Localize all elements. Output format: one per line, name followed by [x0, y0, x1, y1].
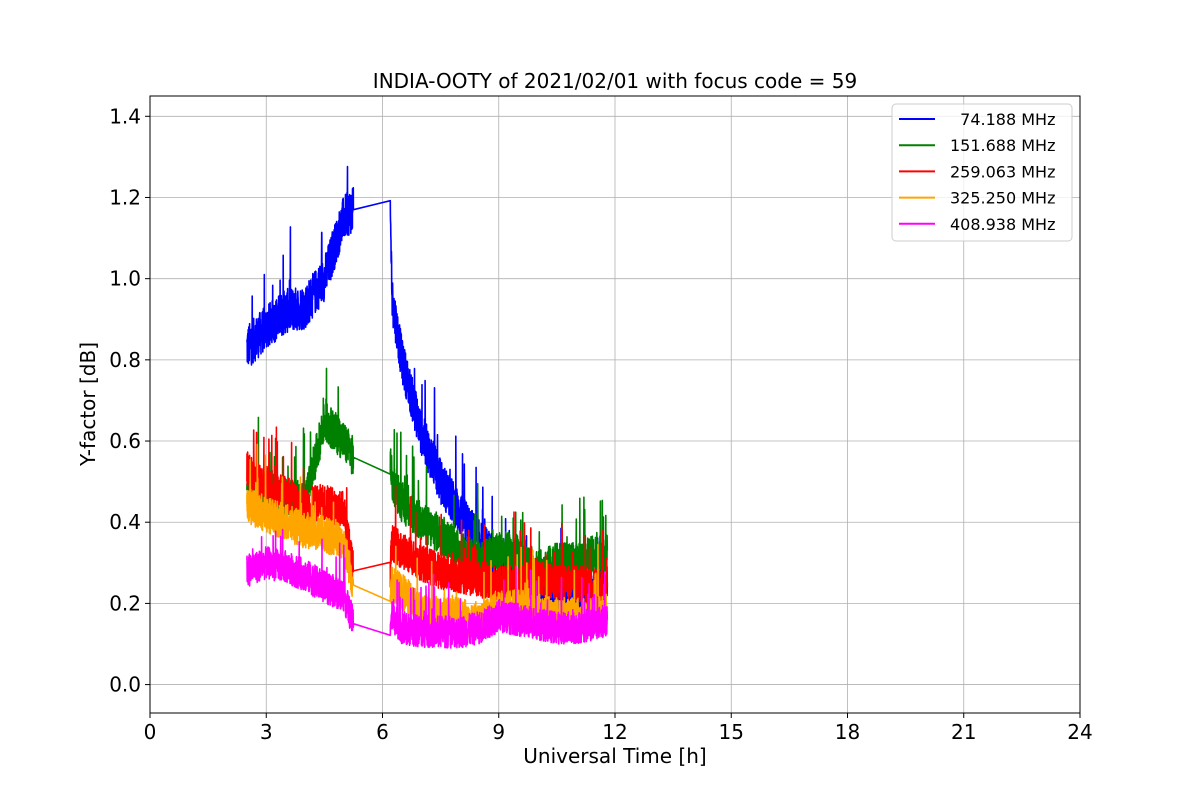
y-tick-label: 0.8: [109, 348, 141, 372]
y-axis-label: Y-factor [dB]: [76, 342, 100, 467]
chart-title: INDIA-OOTY of 2021/02/01 with focus code…: [373, 69, 857, 93]
y-tick-label: 0.6: [109, 429, 141, 453]
x-axis-label: Universal Time [h]: [523, 744, 706, 768]
legend-box: [891, 103, 1073, 242]
x-tick-label: 6: [376, 720, 389, 744]
legend-label-3: 325.250 MHz: [950, 189, 1055, 208]
legend-label-4: 408.938 MHz: [950, 215, 1055, 234]
x-axis: 0 3 6 9 12 15 18 21 24: [144, 713, 1093, 744]
x-tick-label: 3: [260, 720, 273, 744]
x-tick-label: 24: [1067, 720, 1092, 744]
x-tick-label: 21: [951, 720, 976, 744]
x-tick-label: 9: [492, 720, 505, 744]
y-tick-label: 0.0: [109, 673, 141, 697]
y-tick-label: 1.2: [109, 185, 141, 209]
legend-label-1: 151.688 MHz: [950, 136, 1055, 155]
series-line-3: [246, 443, 609, 641]
x-tick-label: 15: [719, 720, 744, 744]
y-tick-label: 0.2: [109, 591, 141, 615]
x-tick-label: 12: [602, 720, 627, 744]
y-tick-label: 1.0: [109, 267, 141, 291]
legend-label-0: 74.188 MHz: [950, 110, 1055, 129]
legend-label-2: 259.063 MHz: [950, 162, 1055, 181]
y-tick-label: 1.4: [109, 104, 141, 128]
series-line-4: [246, 528, 609, 649]
y-tick-label: 0.4: [109, 510, 141, 534]
x-tick-label: 18: [835, 720, 860, 744]
series-layer: [246, 165, 609, 649]
x-tick-label: 0: [144, 720, 157, 744]
legend: 74.188 MHz 151.688 MHz 259.063 MHz 325.250 …: [891, 103, 1073, 242]
y-axis: 0.0 0.2 0.4 0.6 0.8 1.0 1.2 1.4: [109, 104, 150, 697]
